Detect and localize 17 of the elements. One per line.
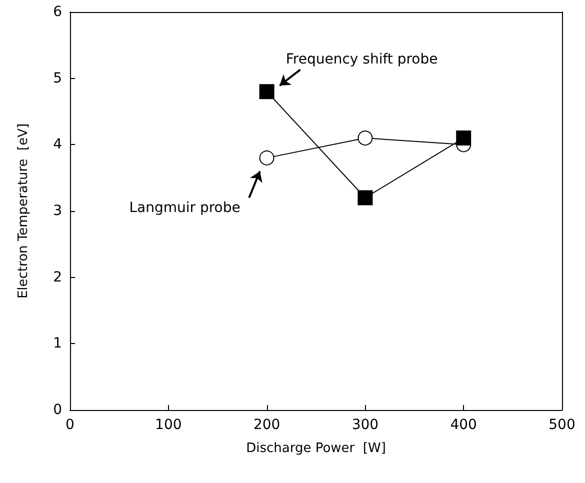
y-tick-label: 2 [53,269,62,286]
y-tick-label: 4 [53,136,62,153]
x-tick-label: 400 [450,417,477,433]
x-tick-label: 0 [66,417,74,433]
x-tick-label: 500 [548,417,576,433]
x-axis-title: Discharge Power [W] [246,441,386,456]
y-axis-title: Electron Temperature [eV] [16,123,31,299]
y-tick-label: 5 [53,70,62,86]
y-tick-label: 1 [53,336,62,352]
y-tick-label: 6 [53,4,62,20]
series-label: Frequency shift probe [286,52,438,68]
y-tick-label: 0 [53,402,62,418]
x-tick-label: 200 [253,417,280,433]
x-tick-label: 100 [155,417,182,433]
x-tick-label: 300 [352,417,379,433]
y-tick-label: 3 [53,203,62,219]
text: Langmuir probe [129,200,240,216]
